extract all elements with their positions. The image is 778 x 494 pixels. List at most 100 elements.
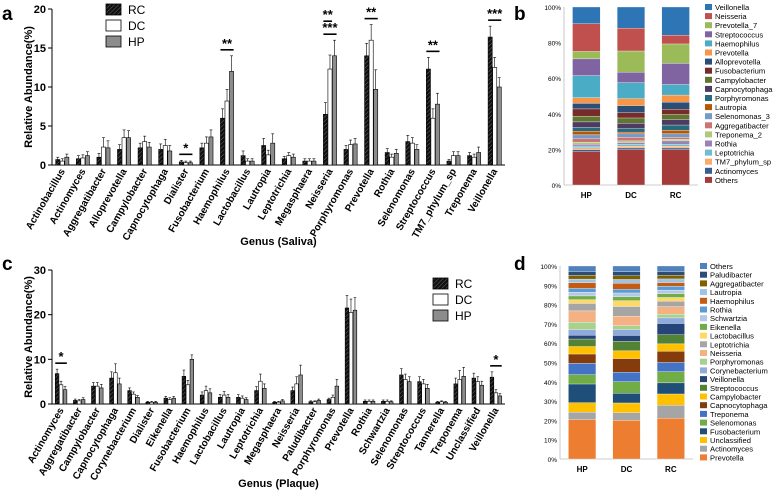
- legend-label-neisseria: Neisseria: [715, 12, 747, 21]
- bar-dc-neisseria: [294, 383, 299, 405]
- segment-selenomonas-hp: [568, 374, 597, 385]
- bar-rc-tm7-phylum-sp: [446, 160, 452, 166]
- segment-lautropia-dc: [617, 131, 645, 135]
- segment-veillonella-rc: [656, 323, 685, 335]
- panel-d-chart: 0% 10% 20% 30% 40% 50% 60% 70% 80% 90% 100% HP DC RC O…: [540, 262, 768, 474]
- bar-hp-aggregatibacter: [105, 147, 111, 166]
- segment-porphyromonas-dc: [612, 325, 641, 330]
- bar-dc-streptococcus: [430, 117, 436, 166]
- bar-dc-lautropia: [265, 154, 271, 166]
- bar-dc-rothia: [366, 401, 372, 405]
- y-tick-label: 30%: [544, 399, 557, 406]
- bar-dc-actinobacillus: [59, 160, 65, 166]
- segment-eikenella-rc: [656, 293, 685, 298]
- segment-lactobacillus-rc: [656, 297, 685, 302]
- segment-porphyromonas-rc: [661, 124, 690, 131]
- y-tick-label: 0%: [552, 183, 562, 190]
- segment-capnocytophaga-rc: [656, 351, 685, 363]
- significance-label: **: [323, 7, 334, 22]
- legend-swatch-selenomonas: [700, 419, 707, 426]
- segment-selenomonas-rc: [656, 371, 685, 384]
- segment-rothia-rc: [656, 286, 685, 291]
- legend-label-lautropia: Lautropia: [710, 288, 742, 297]
- bar-dc-prevotella: [368, 39, 374, 166]
- segment-porphyromonas-rc: [656, 314, 685, 319]
- x-axis-title: Genus (Saliva): [240, 236, 317, 248]
- bar-hp-veillonella: [497, 395, 503, 405]
- legend-swatch-lautropia: [700, 289, 707, 296]
- legend-swatch-neisseria: [700, 350, 707, 356]
- segment-selenomonas-3-dc: [617, 133, 645, 138]
- segment-rothia-dc: [612, 289, 641, 294]
- legend-swatch-paludibacter: [700, 271, 707, 278]
- bar-dc-fusobacterium: [204, 142, 209, 166]
- segment-lautropia-hp: [568, 278, 597, 284]
- panel-a-chart: 0 5 10 15 20 Relative Abundance(%) Genus (Sali…: [23, 3, 505, 248]
- segment-capnocytophaga-hp: [572, 121, 601, 128]
- segment-haemophilus-dc: [617, 82, 645, 99]
- bar-rc-rothia: [363, 401, 368, 405]
- bar-rc-prevotella: [364, 55, 369, 166]
- bar-dc-megasphaera: [307, 160, 312, 166]
- bar-dc-porphyromonas: [330, 396, 335, 405]
- bar-hp-megasphaera: [311, 160, 317, 166]
- segment-veillonella-hp: [568, 335, 597, 340]
- legend-label-paludibacter: Paludibacter: [710, 271, 753, 280]
- legend-swatch-leptotrichia: [700, 341, 707, 348]
- y-tick-label: 90%: [544, 283, 557, 290]
- legend-swatch-campylobacter: [705, 76, 712, 83]
- legend-label-prevotella: Prevotella: [710, 453, 745, 462]
- legend-label-unclassified: Unclassified: [710, 436, 751, 445]
- legend-swatch-haemophilus: [705, 40, 712, 47]
- bar-hp-fusobacterium: [208, 136, 214, 166]
- bar-dc-lautropia: [240, 397, 245, 405]
- segment-streptococcus-rc: [661, 63, 690, 85]
- legend-swatch-dc: [105, 19, 122, 32]
- bar-hp-streptococcus: [435, 103, 440, 166]
- bar-dc-aggregatibacter: [77, 400, 82, 405]
- bar-rc-unclassified: [471, 377, 476, 405]
- bar-dc-porphyromonas: [348, 144, 353, 166]
- legend-swatch-prevotella: [700, 454, 707, 461]
- bar-hp-treponema: [476, 152, 482, 166]
- legend-swatch-prevotella-7: [705, 22, 712, 29]
- y-tick-label: 100%: [540, 264, 557, 271]
- segment-treponema-rc: [656, 362, 685, 372]
- segment-treponema-2-hp: [572, 142, 601, 145]
- y-tick-label: 10%: [544, 438, 557, 445]
- legend-label-leptotrichia: Leptotrichia: [715, 149, 755, 158]
- bar-dc-neisseria: [327, 68, 333, 166]
- legend-swatch-lactobacillus: [700, 332, 707, 339]
- x-tick-label: RC: [670, 191, 682, 200]
- significance-label: **: [366, 5, 377, 20]
- bar-rc-leptotrichia: [281, 158, 287, 166]
- segment-prevotella-rc: [661, 94, 690, 103]
- bar-rc-lautropia: [261, 145, 267, 166]
- segment-actinomyces-hp: [572, 149, 601, 152]
- segment-paludibacter-rc: [656, 271, 685, 276]
- bar-dc-dialister: [149, 401, 154, 405]
- segment-leptotrichia-dc: [612, 306, 641, 317]
- bar-rc-capnocytophaga: [158, 149, 164, 166]
- segment-actinomyces-dc: [617, 147, 645, 150]
- bar-hp-campylobacter: [99, 387, 104, 405]
- bar-rc-alloprevotella: [117, 149, 122, 166]
- bar-dc-streptococcus: [421, 383, 426, 405]
- legend-label-lautropia: Lautropia: [715, 103, 747, 112]
- legend-swatch-lautropia: [705, 104, 712, 111]
- bar-rc-dialister: [145, 401, 150, 405]
- segment-treponema-2-dc: [617, 140, 645, 143]
- bar-hp-actinomyces: [62, 389, 68, 405]
- bar-rc-actinobacillus: [55, 159, 61, 166]
- bar-rc-tannerella: [435, 401, 440, 405]
- bar-hp-capnocytophaga: [117, 383, 122, 405]
- bar-rc-actinomyces: [75, 158, 81, 166]
- bar-hp-corynebacterium: [135, 396, 140, 405]
- y-tick-label: 40%: [548, 112, 561, 119]
- bar-rc-treponema: [453, 383, 458, 405]
- segment-schwartzia-hp: [568, 292, 597, 297]
- segment-eikenella-dc: [612, 296, 641, 301]
- segment-capnocytophaga-dc: [612, 358, 641, 373]
- segment-treponema-2-rc: [661, 139, 690, 142]
- legend-swatch-neisseria: [705, 13, 712, 20]
